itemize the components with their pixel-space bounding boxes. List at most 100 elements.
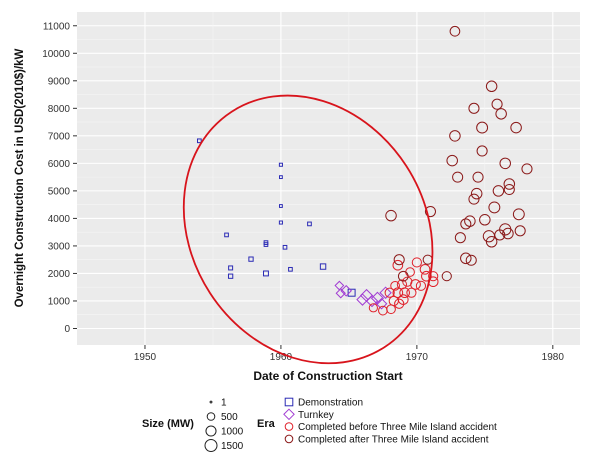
data-point-before-tmi: [406, 287, 417, 298]
era-legend-label: Completed before Three Mile Island accid…: [298, 422, 497, 433]
data-point-before-tmi: [419, 263, 431, 275]
data-point-after-tmi: [503, 178, 516, 190]
size-legend-key: [205, 425, 217, 437]
data-point-demonstration: [228, 265, 234, 271]
y-tick-label: 11000: [43, 21, 71, 32]
data-point-turnkey: [365, 294, 379, 308]
data-point-demonstration: [263, 242, 269, 247]
x-axis-ticks: 1950 1960 1970 1980: [134, 345, 565, 363]
data-point-after-tmi: [514, 225, 526, 237]
data-point-demonstration: [307, 221, 312, 227]
data-point-after-tmi: [495, 108, 507, 120]
data-point-after-tmi: [485, 80, 498, 93]
data-point-after-tmi: [441, 271, 452, 282]
y-tick-label: 8000: [48, 104, 71, 115]
data-point-before-tmi: [397, 294, 409, 305]
data-point-demonstration: [227, 273, 234, 279]
size-legend-key: [209, 400, 213, 404]
data-point-turnkey: [375, 297, 388, 310]
y-tick-label: 1000: [48, 296, 71, 307]
y-tick-label: 5000: [48, 186, 71, 197]
size-legend-title: Size (MW): [142, 418, 194, 430]
data-point-after-tmi: [449, 130, 461, 142]
data-point-after-tmi: [460, 252, 472, 265]
data-point-after-tmi: [502, 227, 514, 240]
y-tick-label: 7000: [48, 131, 71, 142]
data-point-after-tmi: [454, 232, 466, 244]
data-point-demonstration: [224, 232, 229, 238]
size-legend-label: 1500: [221, 441, 244, 452]
data-point-turnkey: [356, 293, 369, 306]
data-point-after-tmi: [503, 183, 515, 196]
highlight-ellipse: [182, 94, 434, 365]
data-point-before-tmi: [368, 303, 378, 313]
data-point-after-tmi: [472, 171, 484, 183]
data-point-before-tmi: [410, 279, 421, 290]
y-tick-label: 4000: [48, 214, 71, 225]
data-points: [197, 25, 533, 316]
x-axis-label: Date of Construction Start: [253, 369, 402, 383]
data-point-demonstration: [263, 270, 269, 277]
gridlines: [77, 12, 580, 345]
data-point-after-tmi: [397, 270, 409, 282]
era-legend-label: Demonstration: [298, 398, 363, 409]
y-tick-label: 3000: [48, 241, 71, 252]
data-point-before-tmi: [394, 298, 405, 309]
era-legend-key-before-tmi: [284, 422, 294, 431]
era-legend-key-after-tmi: [284, 434, 294, 444]
data-point-after-tmi: [464, 215, 476, 227]
size-legend-label: 1000: [221, 427, 244, 438]
x-tick-label: 1960: [270, 352, 293, 363]
data-point-before-tmi: [392, 287, 404, 299]
data-point-demonstration: [278, 162, 283, 167]
data-point-before-tmi: [415, 280, 427, 291]
x-tick-label: 1980: [542, 352, 565, 363]
data-point-after-tmi: [393, 254, 405, 266]
data-point-demonstration: [288, 266, 293, 272]
data-point-after-tmi: [492, 185, 505, 197]
data-point-demonstration: [282, 244, 288, 250]
size-legend-key: [206, 412, 216, 421]
data-point-after-tmi: [424, 205, 437, 218]
data-point-after-tmi: [479, 214, 491, 226]
x-tick-label: 1950: [134, 352, 157, 363]
data-point-before-tmi: [390, 280, 400, 291]
data-point-before-tmi: [392, 259, 404, 271]
data-point-after-tmi: [449, 25, 461, 37]
data-point-demonstration: [197, 138, 202, 144]
data-point-after-tmi: [476, 121, 489, 134]
data-point-before-tmi: [421, 270, 432, 282]
data-point-after-tmi: [499, 157, 511, 170]
y-tick-label: 6000: [48, 159, 71, 170]
data-point-before-tmi: [399, 287, 410, 299]
data-point-demonstration: [248, 256, 254, 262]
data-point-turnkey: [379, 286, 392, 299]
data-point-demonstration: [279, 204, 283, 208]
data-point-demonstration: [278, 220, 283, 225]
data-point-after-tmi: [460, 218, 472, 230]
size-legend-key: [204, 439, 218, 452]
data-point-after-tmi: [468, 102, 480, 114]
plot-panel: [77, 12, 580, 345]
y-tick-label: 2000: [48, 269, 71, 280]
data-point-demonstration: [279, 175, 283, 180]
data-point-after-tmi: [510, 121, 522, 134]
data-point-turnkey: [340, 284, 353, 297]
data-point-turnkey: [335, 288, 346, 299]
x-tick-label: 1970: [406, 352, 429, 363]
size-legend-label: 500: [221, 412, 238, 423]
data-point-after-tmi: [468, 193, 480, 205]
y-tick-label: 10000: [42, 49, 70, 60]
ellipse-overlay: [182, 94, 434, 365]
y-axis-ticks: 0 1000 2000 3000 4000 5000 6000 7000 8000 9000 100…: [42, 21, 77, 335]
y-tick-label: 9000: [48, 76, 71, 87]
data-point-after-tmi: [470, 187, 483, 200]
data-point-after-tmi: [485, 236, 498, 248]
data-point-after-tmi: [488, 201, 501, 214]
era-legend-label: Completed after Three Mile Island accide…: [298, 434, 489, 445]
era-legend-label: Turnkey: [298, 410, 334, 421]
